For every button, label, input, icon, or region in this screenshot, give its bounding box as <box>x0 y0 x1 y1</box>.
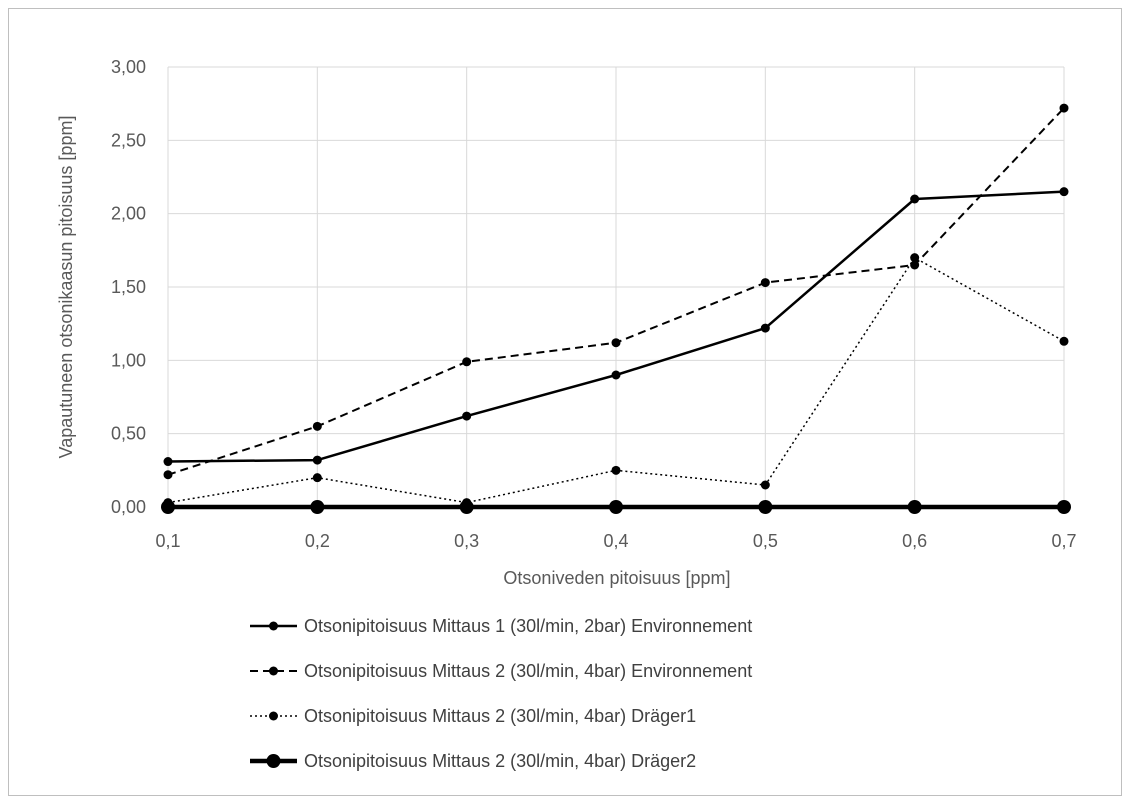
data-point <box>1059 103 1069 113</box>
y-tick-label: 0,50 <box>111 424 146 444</box>
data-point <box>758 500 773 514</box>
data-point <box>312 421 322 431</box>
legend-item: Otsonipitoisuus Mittaus 1 (30l/min, 2bar… <box>250 616 752 636</box>
legend-swatch-marker <box>269 666 278 676</box>
legend-item: Otsonipitoisuus Mittaus 2 (30l/min, 4bar… <box>250 661 752 681</box>
data-point <box>760 278 770 288</box>
data-point <box>910 253 920 263</box>
data-point <box>907 500 922 514</box>
y-tick-labels: 0,00 0,50 1,00 1,50 2,00 2,50 3,00 <box>111 57 146 517</box>
data-point <box>609 500 623 514</box>
x-tick-label: 0,4 <box>603 531 628 551</box>
legend: Otsonipitoisuus Mittaus 1 (30l/min, 2bar… <box>250 616 752 771</box>
y-tick-label: 3,00 <box>111 57 146 77</box>
data-point <box>611 370 621 380</box>
x-tick-label: 0,5 <box>753 531 778 551</box>
legend-swatch-marker <box>266 754 281 768</box>
series-2 <box>163 103 1069 480</box>
y-tick-label: 2,50 <box>111 130 146 150</box>
x-tick-label: 0,7 <box>1051 531 1076 551</box>
y-axis-title: Vapautuneen otsonikaasun pitoisuus [ppm] <box>56 116 76 459</box>
data-point <box>312 455 322 465</box>
series-group <box>161 103 1071 514</box>
data-point <box>312 473 322 483</box>
y-tick-label: 2,00 <box>111 204 146 224</box>
data-point <box>310 500 325 514</box>
legend-label: Otsonipitoisuus Mittaus 2 (30l/min, 4bar… <box>304 751 696 771</box>
data-point <box>910 194 920 204</box>
legend-swatch-marker <box>269 621 278 631</box>
x-tick-label: 0,1 <box>155 531 180 551</box>
x-tick-label: 0,2 <box>305 531 330 551</box>
data-point <box>760 480 770 490</box>
legend-item: Otsonipitoisuus Mittaus 2 (30l/min, 4bar… <box>250 706 696 726</box>
data-point <box>462 357 472 367</box>
data-point <box>462 411 472 421</box>
series-4 <box>161 500 1071 514</box>
data-point <box>163 457 173 467</box>
chart-frame <box>8 8 1122 796</box>
data-point <box>910 260 920 270</box>
data-point <box>161 500 175 514</box>
data-point <box>611 338 621 348</box>
data-point <box>611 465 621 475</box>
legend-label: Otsonipitoisuus Mittaus 2 (30l/min, 4bar… <box>304 706 696 726</box>
x-tick-label: 0,3 <box>454 531 479 551</box>
data-point <box>760 323 770 333</box>
y-tick-label: 1,50 <box>111 277 146 297</box>
x-axis-title: Otsoniveden pitoisuus [ppm] <box>503 568 730 588</box>
y-tick-label: 0,00 <box>111 497 146 517</box>
data-point <box>1059 187 1069 197</box>
legend-label: Otsonipitoisuus Mittaus 1 (30l/min, 2bar… <box>304 616 752 636</box>
data-point <box>1059 336 1069 346</box>
data-point <box>459 500 474 514</box>
data-point <box>163 470 173 480</box>
legend-swatch-marker <box>269 711 278 721</box>
x-tick-labels: 0,1 0,2 0,3 0,4 0,5 0,6 0,7 <box>155 531 1076 551</box>
x-tick-label: 0,6 <box>902 531 927 551</box>
legend-label: Otsonipitoisuus Mittaus 2 (30l/min, 4bar… <box>304 661 752 681</box>
legend-item: Otsonipitoisuus Mittaus 2 (30l/min, 4bar… <box>250 751 696 771</box>
grid-lines <box>167 66 1065 508</box>
data-point <box>1057 500 1071 514</box>
y-tick-label: 1,00 <box>111 350 146 370</box>
series-1 <box>163 187 1069 467</box>
